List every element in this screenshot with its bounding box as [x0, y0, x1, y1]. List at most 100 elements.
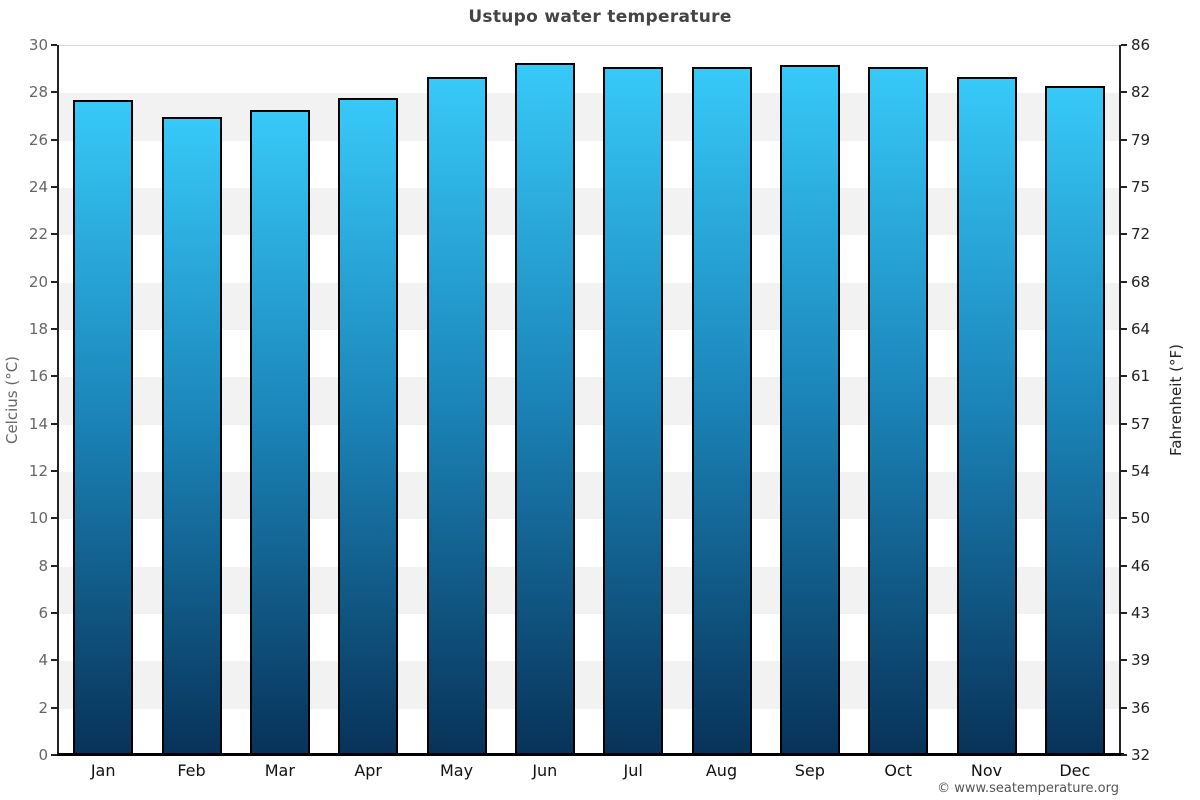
- bar-dec: [1044, 86, 1105, 756]
- plot-area: [59, 45, 1119, 756]
- right-tick-label: 50: [1131, 509, 1151, 528]
- left-tick-label: 20: [28, 272, 48, 291]
- right-tick-label: 61: [1131, 367, 1151, 386]
- right-tick-label: 54: [1131, 462, 1151, 480]
- right-tick-label: 46: [1131, 556, 1151, 575]
- month-label-jan: Jan: [90, 761, 116, 780]
- right-tick-mark: [1121, 375, 1127, 378]
- grid-band: [59, 566, 1119, 614]
- right-tick-mark: [1121, 706, 1127, 709]
- left-tick-label: 14: [28, 414, 48, 433]
- bar-mar: [249, 109, 310, 756]
- bar-jul: [603, 67, 664, 756]
- chart-title: Ustupo water temperature: [468, 7, 732, 27]
- month-label-jun: Jun: [532, 761, 558, 780]
- x-axis-baseline: [57, 753, 1124, 756]
- left-tick-mark: [51, 328, 57, 330]
- left-tick-mark: [51, 91, 57, 94]
- left-tick-label: 2: [38, 698, 48, 717]
- right-tick-mark: [1121, 470, 1127, 472]
- copyright-text: © www.seatemperature.org: [937, 781, 1119, 796]
- month-label-mar: Mar: [264, 761, 295, 780]
- right-tick-label: 32: [1131, 746, 1151, 764]
- fahrenheit-axis-label: Fahrenheit (°F): [1167, 344, 1185, 456]
- bar-feb: [161, 117, 222, 756]
- bar-jun: [514, 62, 575, 756]
- right-tick-label: 64: [1131, 320, 1151, 338]
- right-tick-label: 57: [1131, 414, 1151, 433]
- right-tick-mark: [1121, 422, 1127, 425]
- right-tick-mark: [1121, 44, 1127, 46]
- bar-apr: [338, 98, 399, 756]
- left-tick-mark: [51, 659, 57, 662]
- right-tick-label: 82: [1131, 83, 1151, 102]
- left-tick-label: 30: [28, 36, 48, 54]
- left-tick-label: 18: [28, 320, 48, 338]
- left-tick-mark: [51, 280, 57, 283]
- left-tick-mark: [51, 138, 57, 141]
- month-label-apr: Apr: [354, 761, 382, 780]
- month-label-feb: Feb: [177, 761, 206, 780]
- right-tick-mark: [1121, 328, 1127, 330]
- left-tick-label: 12: [28, 462, 48, 480]
- left-tick-label: 4: [38, 651, 48, 670]
- grid-band: [59, 46, 1119, 94]
- left-tick-mark: [51, 564, 57, 567]
- left-tick-label: 6: [38, 604, 48, 622]
- right-tick-mark: [1121, 564, 1127, 567]
- month-label-may: May: [439, 761, 474, 780]
- bar-nov: [956, 76, 1017, 756]
- bar-sep: [779, 64, 840, 756]
- bar-oct: [868, 67, 929, 756]
- left-tick-mark: [51, 754, 57, 756]
- bar-jan: [73, 100, 134, 756]
- month-label-jul: Jul: [623, 761, 643, 780]
- bar-may: [426, 76, 487, 756]
- left-tick-mark: [51, 186, 57, 188]
- left-tick-mark: [51, 233, 57, 236]
- right-tick-label: 68: [1131, 272, 1151, 291]
- right-tick-mark: [1121, 280, 1127, 283]
- right-tick-mark: [1121, 233, 1127, 236]
- left-tick-mark: [51, 517, 57, 520]
- month-label-oct: Oct: [884, 761, 912, 780]
- left-tick-mark: [51, 44, 57, 46]
- left-tick-label: 26: [28, 130, 48, 149]
- grid-band: [59, 330, 1119, 378]
- grid-band: [59, 188, 1119, 236]
- right-axis-line: [1119, 45, 1121, 755]
- left-tick-label: 0: [38, 746, 48, 764]
- right-tick-mark: [1121, 186, 1127, 188]
- left-tick-label: 10: [28, 509, 48, 528]
- grid-band: [59, 424, 1119, 472]
- left-tick-mark: [51, 422, 57, 425]
- grid-band: [59, 519, 1119, 567]
- grid-band: [59, 472, 1119, 520]
- grid-band: [59, 708, 1119, 756]
- right-tick-mark: [1121, 754, 1127, 756]
- left-tick-label: 24: [28, 178, 48, 196]
- right-tick-mark: [1121, 91, 1127, 94]
- right-tick-label: 86: [1131, 36, 1151, 54]
- grid-band: [59, 140, 1119, 188]
- right-tick-mark: [1121, 517, 1127, 520]
- grid-band: [59, 614, 1119, 662]
- left-axis-line: [57, 45, 59, 755]
- grid-band: [59, 282, 1119, 330]
- celsius-axis-label: Celcius (°C): [3, 355, 21, 445]
- right-tick-label: 75: [1131, 178, 1151, 196]
- right-tick-mark: [1121, 659, 1127, 662]
- right-tick-mark: [1121, 138, 1127, 141]
- right-tick-label: 72: [1131, 225, 1151, 244]
- bar-aug: [691, 67, 752, 756]
- grid-band: [59, 235, 1119, 283]
- month-label-aug: Aug: [705, 761, 738, 780]
- grid-band: [59, 377, 1119, 425]
- left-tick-mark: [51, 375, 57, 378]
- grid-band: [59, 661, 1119, 709]
- right-tick-mark: [1121, 612, 1127, 614]
- month-label-dec: Dec: [1059, 761, 1091, 780]
- left-tick-mark: [51, 470, 57, 472]
- left-tick-label: 28: [28, 83, 48, 102]
- month-label-sep: Sep: [794, 761, 825, 780]
